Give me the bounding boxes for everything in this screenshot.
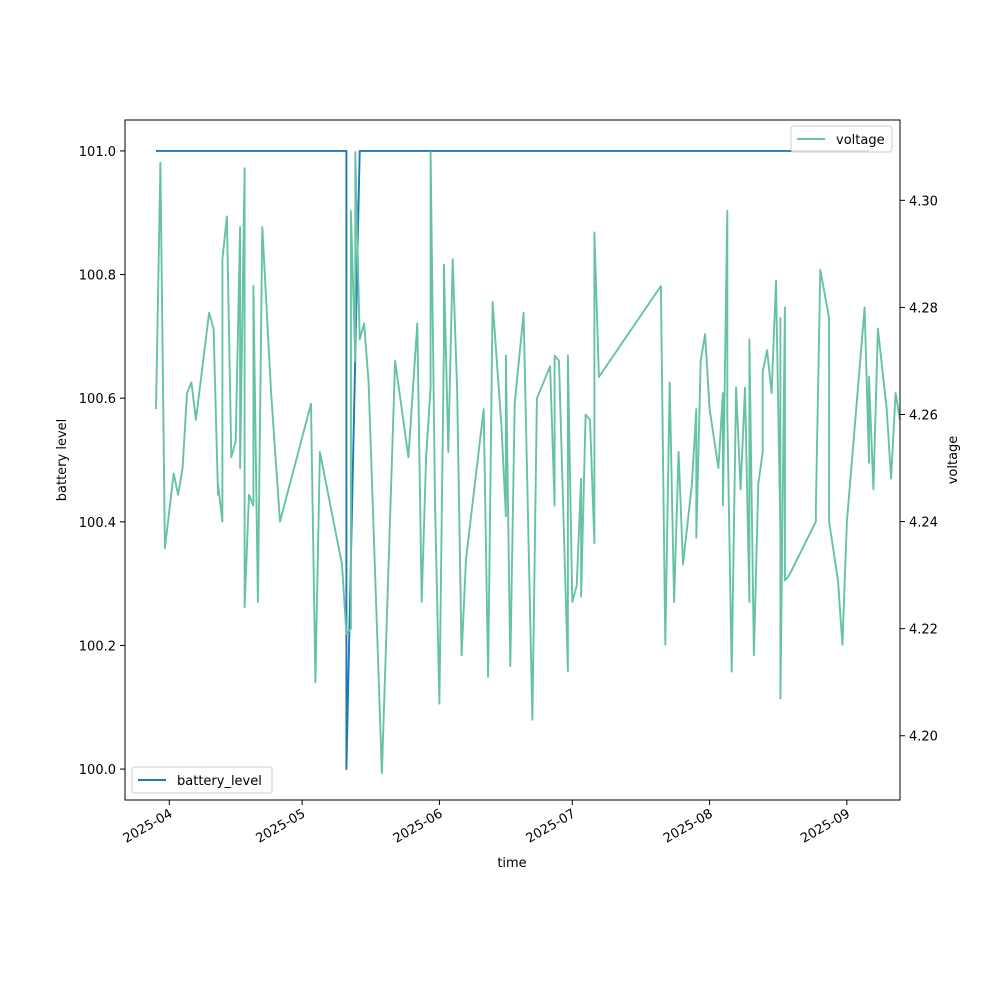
right-y-axis-label: voltage (946, 436, 961, 485)
legend-battery-level-label: battery_level (177, 774, 262, 789)
right-y-tick-label: 4.22 (909, 623, 938, 638)
series-line-battery-level (156, 149, 869, 771)
left-y-tick-label: 100.2 (79, 639, 116, 654)
left-y-tick-label: 101.0 (79, 145, 116, 160)
left-y-tick-label: 100.0 (79, 763, 116, 778)
right-y-tick-label: 4.20 (909, 730, 938, 745)
left-y-tick-label: 100.4 (79, 516, 116, 531)
left-y-axis: 100.0 100.2 100.4 100.6 100.8 101.0 (79, 145, 125, 778)
left-y-tick-label: 100.8 (79, 269, 116, 284)
left-y-tick-label: 100.6 (79, 392, 116, 407)
legend-voltage-label: voltage (836, 133, 885, 148)
right-y-tick-label: 4.24 (909, 516, 938, 531)
legend-voltage-box (790, 125, 893, 153)
right-y-tick-label: 4.30 (909, 194, 938, 209)
series-line-voltage (155, 151, 901, 775)
left-y-axis-label: battery level (55, 419, 70, 502)
plot-frame (124, 119, 901, 801)
legend-battery-level-box (131, 766, 273, 794)
right-y-tick-label: 4.26 (909, 408, 938, 423)
right-y-tick-label: 4.28 (909, 301, 938, 316)
legend-battery-level: battery_level (131, 766, 273, 794)
legend-voltage: voltage (790, 125, 893, 153)
series-layer (155, 149, 901, 775)
right-y-axis: 4.20 4.22 4.24 4.26 4.28 4.30 (900, 194, 938, 745)
x-axis-label: time (497, 856, 526, 871)
